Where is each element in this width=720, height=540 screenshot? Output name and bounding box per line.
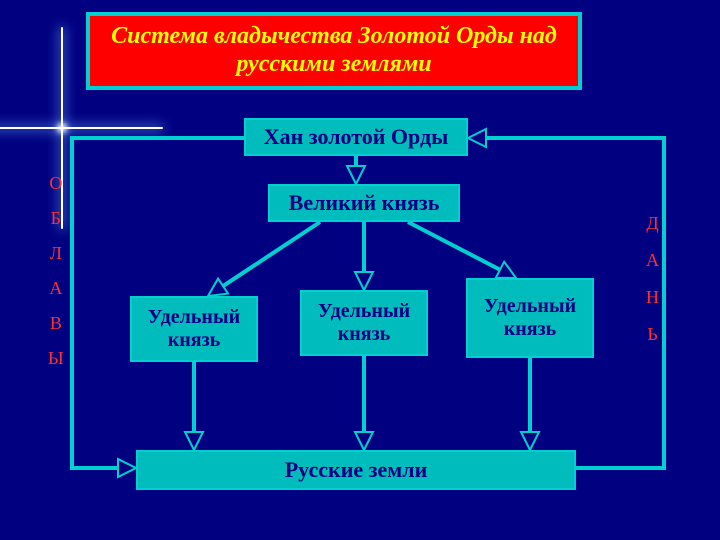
arrowhead-left-loop (118, 459, 136, 477)
arrowhead-grand-to-ud2 (355, 272, 373, 290)
arrow-grand-to-ud3 (408, 222, 500, 270)
arrowhead-grand-to-ud3 (496, 262, 516, 278)
arrowhead-ud2-to-lands (355, 432, 373, 450)
box-grand: Великий князь (268, 184, 460, 222)
arrowhead-grand-to-ud1 (208, 279, 228, 296)
arrowhead-ud3-to-lands (521, 432, 539, 450)
box-ud3: Удельный князь (466, 278, 594, 358)
arrowhead-ud1-to-lands (185, 432, 203, 450)
box-khan: Хан золотой Орды (244, 118, 468, 156)
arrow-grand-to-ud1 (223, 222, 320, 286)
vertical-label-right: ДАНЬ (646, 210, 659, 358)
box-lands: Русские земли (136, 450, 576, 490)
arrowhead-right-loop (468, 129, 486, 147)
box-title: Система владычества Золотой Орды над рус… (86, 12, 582, 90)
arrowhead-khan-to-grand (347, 166, 365, 184)
diagram-stage: Система владычества Золотой Орды над рус… (0, 0, 720, 540)
box-ud1: Удельный князь (130, 296, 258, 362)
vertical-label-left: ОБЛАВЫ (48, 170, 64, 380)
box-ud2: Удельный князь (300, 290, 428, 356)
